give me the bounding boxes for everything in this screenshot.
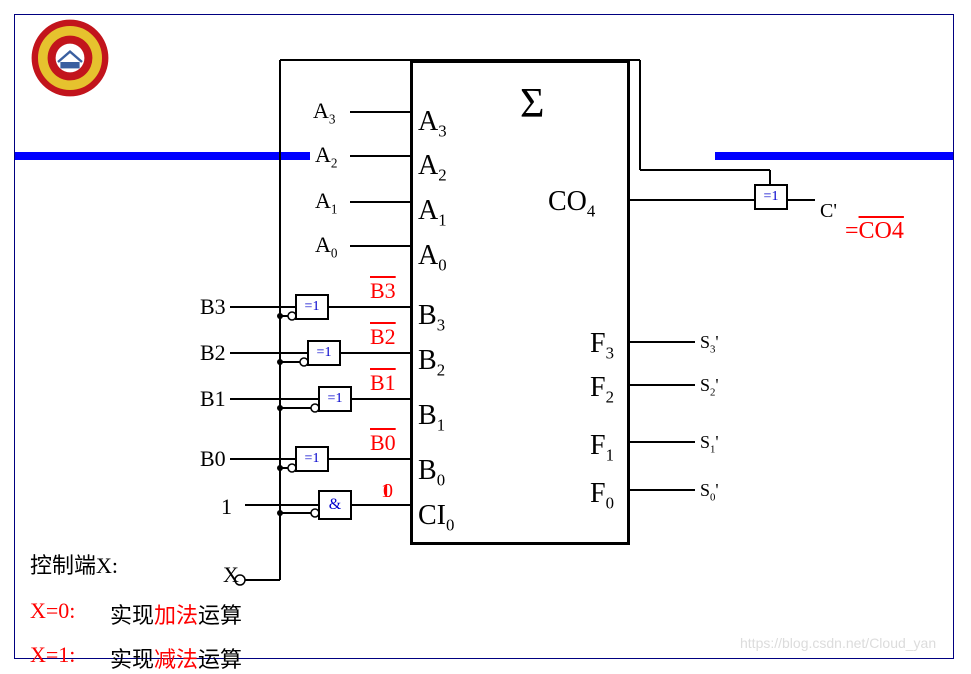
inner-left-2: A1: [418, 195, 447, 231]
outer-x: X: [223, 562, 239, 588]
and-gate: &: [318, 490, 352, 520]
co4-eq: =CO4: [845, 218, 904, 245]
red-bbar0: B3: [370, 278, 396, 304]
outer-b1: B2: [200, 340, 226, 366]
outer-s3: S0': [700, 480, 719, 504]
inner-co4: CO4: [548, 186, 595, 222]
inner-left-6: B1: [418, 400, 445, 436]
outer-s2: S1': [700, 432, 719, 456]
legend-text-1: 实现减法运算: [110, 642, 242, 674]
outer-a3: A0: [315, 232, 337, 261]
xor-gate-1: =1: [307, 340, 341, 366]
xor-gate-2: =1: [318, 386, 352, 412]
legend-title: 控制端X:: [30, 548, 118, 580]
inner-f1: F2: [590, 372, 614, 408]
sigma-symbol: Σ: [520, 80, 544, 128]
outer-a2: A1: [315, 188, 337, 217]
xor-gate-3: =1: [295, 446, 329, 472]
outer-b3: B0: [200, 446, 226, 472]
inner-left-5: B2: [418, 345, 445, 381]
inner-left-7: B0: [418, 455, 445, 491]
inner-f0: F3: [590, 328, 614, 364]
watermark: https://blog.csdn.net/Cloud_yan: [740, 635, 936, 651]
red-zero: 01: [383, 480, 393, 503]
outer-c: C': [820, 200, 837, 223]
inner-left-1: A2: [418, 150, 447, 186]
red-bbar2: B1: [370, 370, 396, 396]
outer-s1: S2': [700, 375, 719, 399]
outer-a0: A3: [313, 98, 335, 127]
inner-left-3: A0: [418, 240, 447, 276]
legend-text-0: 实现加法运算: [110, 598, 242, 630]
legend-key-0: X=0:: [30, 598, 75, 624]
inner-f2: F1: [590, 430, 614, 466]
xor-gate-out: =1: [754, 184, 788, 210]
outer-b2: B1: [200, 386, 226, 412]
xor-gate-0: =1: [295, 294, 329, 320]
inner-left-8: CI0: [418, 500, 454, 536]
outer-a1: A2: [315, 142, 337, 171]
inner-left-4: B3: [418, 300, 445, 336]
red-bbar3: B0: [370, 430, 396, 456]
outer-s0: S3': [700, 332, 719, 356]
outer-b0: B3: [200, 294, 226, 320]
legend-key-1: X=1:: [30, 642, 75, 668]
inner-left-0: A3: [418, 106, 447, 142]
red-bbar1: B2: [370, 324, 396, 350]
inner-f3: F0: [590, 478, 614, 514]
diagram-canvas: Σ A3 A2 A1 A0 B3 B2 B1 B0 1 X B3 B2 B1 B0 01 A3 A2 A1 A0 B3…: [0, 0, 971, 673]
outer-one: 1: [221, 494, 232, 520]
